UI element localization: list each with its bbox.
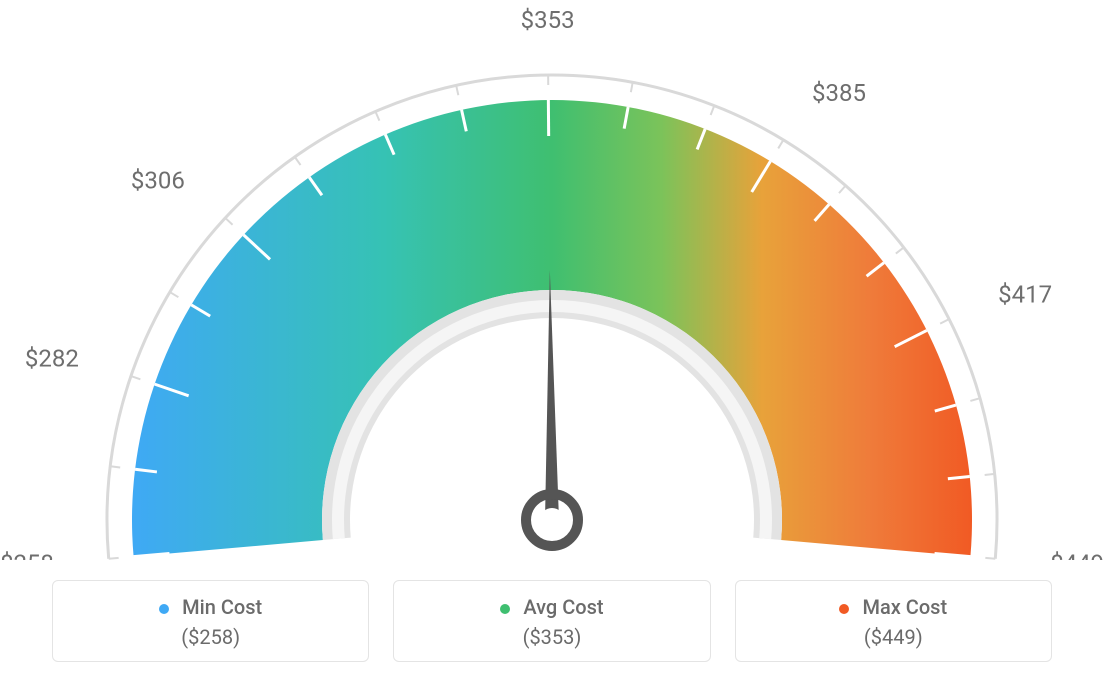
svg-text:$258: $258	[0, 550, 54, 560]
svg-text:$449: $449	[1050, 550, 1104, 560]
avg-dot-icon	[500, 604, 510, 614]
min-cost-label: Min Cost	[53, 595, 368, 619]
min-dot-icon	[159, 604, 169, 614]
max-dot-icon	[839, 604, 849, 614]
cost-gauge: $258 $282 $306 $353 $385 $417 $449	[0, 0, 1104, 560]
svg-text:$417: $417	[998, 280, 1052, 308]
svg-text:$282: $282	[25, 344, 79, 372]
max-cost-label: Max Cost	[736, 595, 1051, 619]
svg-text:$385: $385	[812, 79, 866, 107]
max-cost-card: Max Cost ($449)	[735, 580, 1052, 662]
avg-cost-label: Avg Cost	[394, 595, 709, 619]
max-label-text: Max Cost	[862, 595, 947, 619]
legend-row: Min Cost ($258) Avg Cost ($353) Max Cost…	[0, 580, 1104, 662]
avg-cost-card: Avg Cost ($353)	[393, 580, 710, 662]
svg-text:$306: $306	[131, 167, 185, 195]
max-cost-value: ($449)	[736, 625, 1051, 649]
min-cost-value: ($258)	[53, 625, 368, 649]
avg-label-text: Avg Cost	[523, 595, 603, 619]
min-label-text: Min Cost	[182, 595, 262, 619]
avg-cost-value: ($353)	[394, 625, 709, 649]
svg-text:$353: $353	[521, 6, 575, 34]
min-cost-card: Min Cost ($258)	[52, 580, 369, 662]
